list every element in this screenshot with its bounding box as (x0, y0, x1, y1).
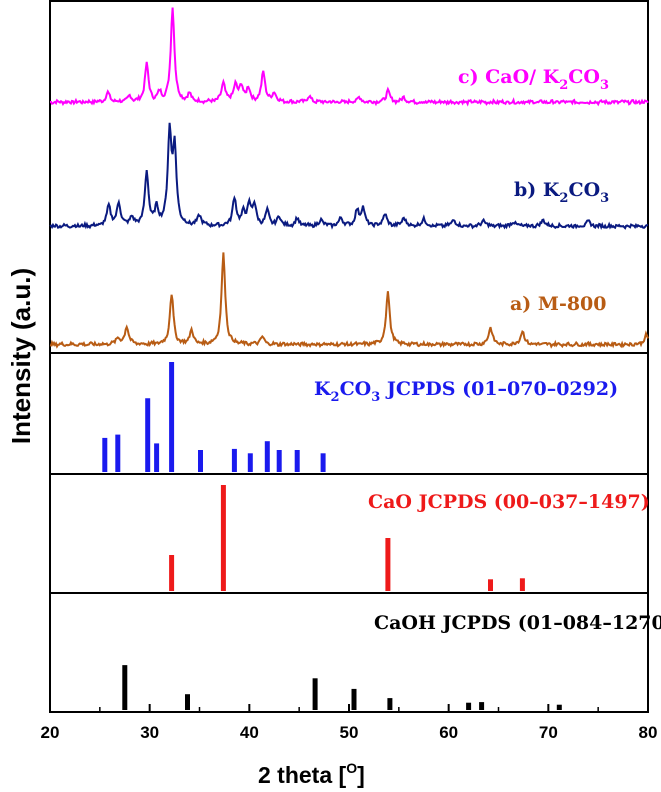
pattern-line-0 (50, 7, 649, 107)
y-axis-title: Intensity (a.u.) (6, 268, 36, 444)
reference-label-caoh: CaOH JCPDS (01–084–1270) (374, 612, 661, 634)
reference-label-k2co3: K2CO3 JCPDS (01–070–0292) (314, 378, 618, 405)
x-axis-ticks: 20 30 40 50 60 70 80 (41, 704, 658, 742)
reference-layer (102, 362, 562, 710)
pattern-label-a: a) M-800 (510, 293, 607, 315)
plot-frame (49, 0, 649, 713)
x-tick-label: 80 (639, 723, 658, 742)
x-tick-label: 60 (439, 723, 458, 742)
x-axis-title: 2 theta [O] (258, 760, 365, 788)
x-tick-label: 70 (539, 723, 558, 742)
pattern-line-1 (49, 122, 649, 231)
pattern-line-2 (49, 252, 649, 349)
reference-label-cao: CaO JCPDS (00–037–1497) (368, 491, 650, 513)
x-tick-label: 30 (140, 723, 159, 742)
x-tick-label: 40 (240, 723, 259, 742)
x-tick-label: 20 (41, 723, 60, 742)
x-tick-label: 50 (340, 723, 359, 742)
pattern-label-c: c) CaO/ K2CO3 (458, 66, 609, 93)
pattern-label-b: b) K2CO3 (514, 179, 609, 206)
series-layer (49, 7, 649, 349)
